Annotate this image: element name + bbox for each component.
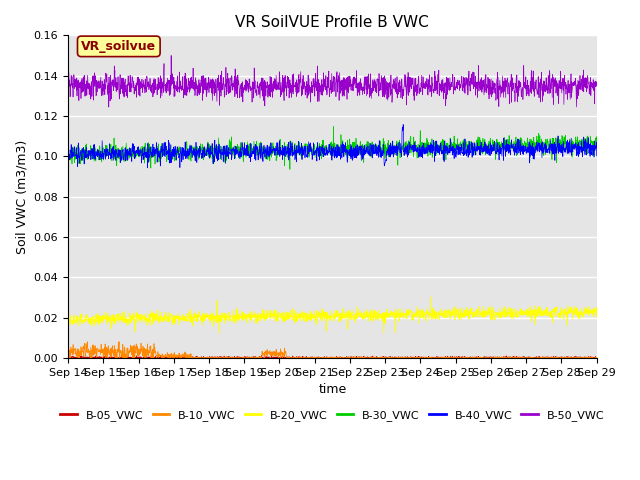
- Text: VR_soilvue: VR_soilvue: [81, 40, 156, 53]
- Title: VR SoilVUE Profile B VWC: VR SoilVUE Profile B VWC: [236, 15, 429, 30]
- Legend: B-05_VWC, B-10_VWC, B-20_VWC, B-30_VWC, B-40_VWC, B-50_VWC: B-05_VWC, B-10_VWC, B-20_VWC, B-30_VWC, …: [56, 406, 609, 425]
- Y-axis label: Soil VWC (m3/m3): Soil VWC (m3/m3): [15, 140, 28, 254]
- X-axis label: time: time: [318, 383, 346, 396]
